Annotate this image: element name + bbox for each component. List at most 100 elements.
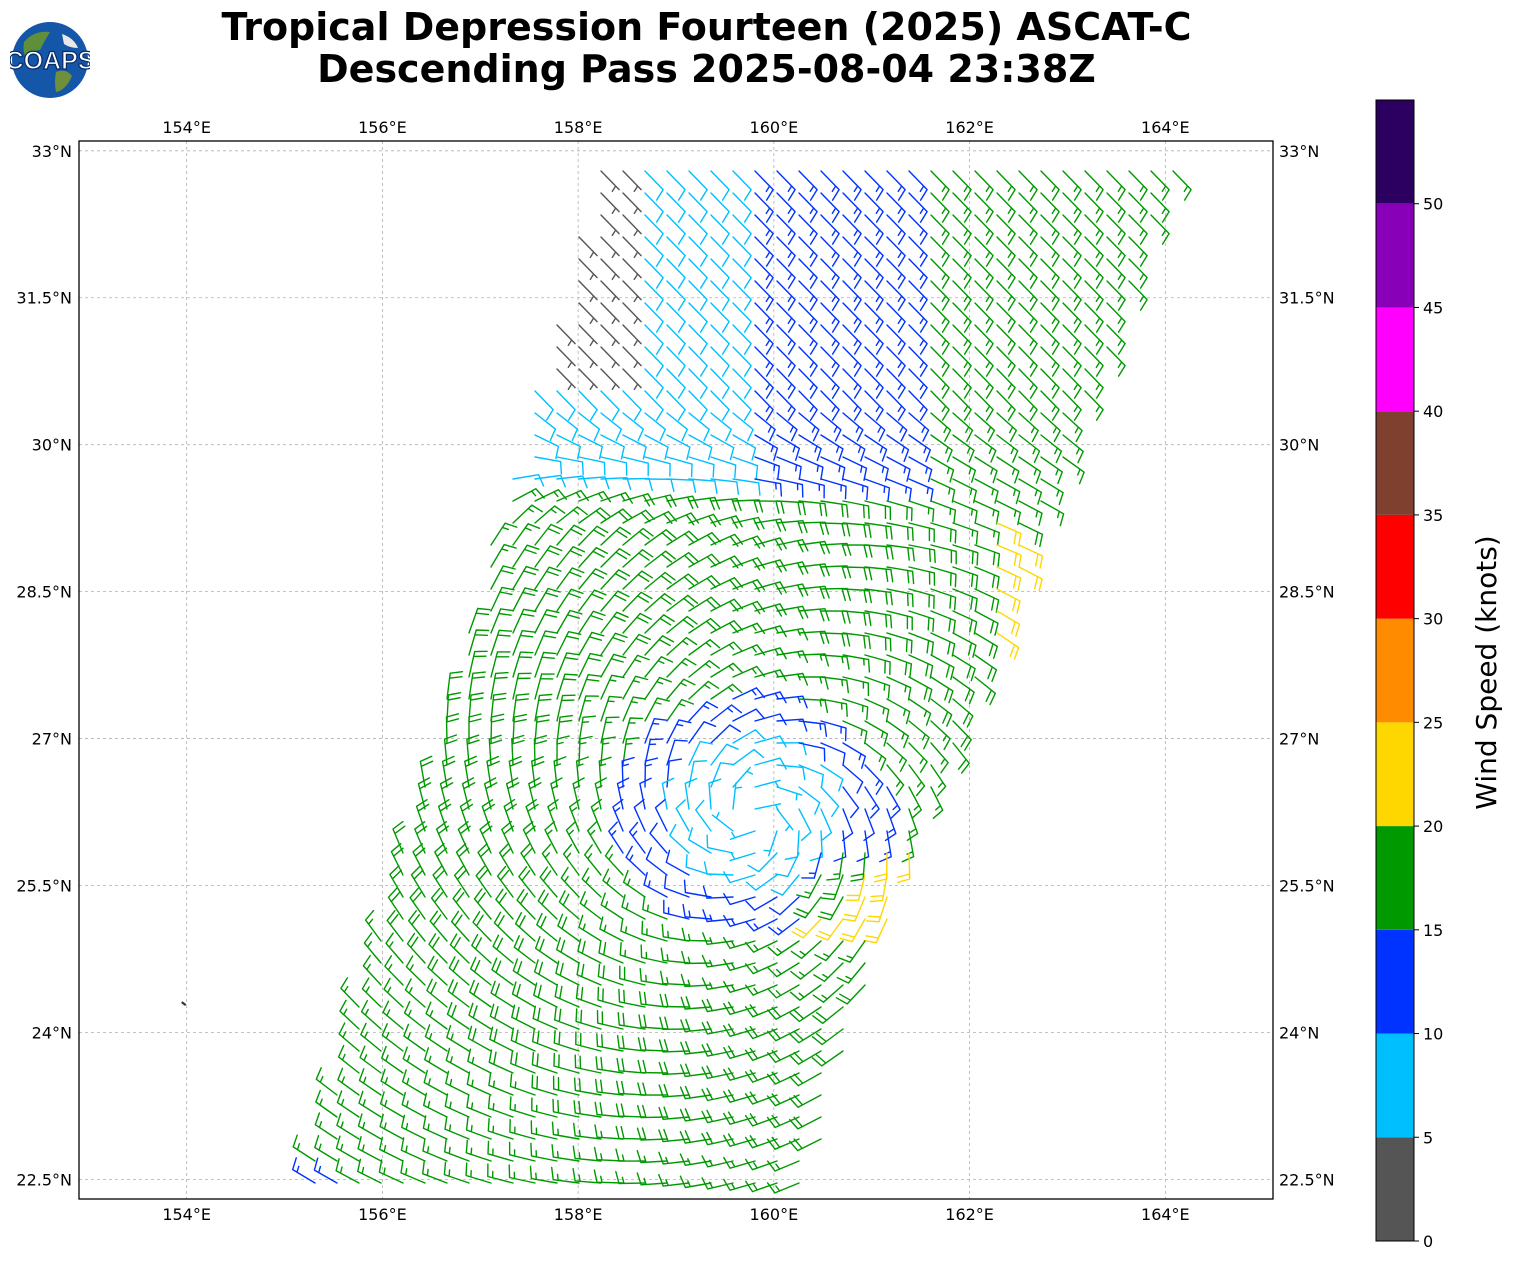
wind-barb [1084, 170, 1104, 201]
wind-barb [908, 192, 928, 223]
wind-barb [508, 1164, 536, 1184]
wind-barb [820, 786, 840, 818]
wind-barb [842, 896, 866, 922]
wind-barb [820, 170, 840, 201]
wind-barb [594, 777, 607, 810]
wind-barb [732, 302, 752, 333]
lon-tick-label-bottom: 162°E [945, 1205, 994, 1224]
wind-barb [384, 955, 404, 986]
wind-barb [314, 1112, 338, 1140]
wind-barb [490, 522, 518, 546]
wind-barb [702, 932, 734, 945]
wind-barb [534, 587, 561, 612]
wind-barb [1062, 302, 1082, 333]
wind-barb [578, 434, 603, 460]
wind-barb [864, 588, 893, 606]
wind-barb [454, 865, 470, 898]
wind-barb [622, 280, 642, 303]
wind-barb [886, 610, 913, 631]
wind-barb [622, 654, 650, 678]
wind-barb [886, 368, 906, 399]
page-title: Tropical Depression Fourteen (2025) ASCA… [80, 6, 1333, 90]
wind-barb [996, 170, 1016, 201]
wind-barb [776, 627, 809, 641]
wind-barb [820, 764, 844, 792]
wind-barb [405, 955, 426, 986]
wind-barb [798, 368, 818, 399]
wind-barb [1084, 390, 1104, 421]
wind-barb [529, 1165, 558, 1184]
wind-barb [864, 566, 894, 583]
wind-barb [556, 673, 578, 700]
lat-tick-label-left: 28.5°N [16, 583, 72, 602]
lat-tick-label-left: 24°N [32, 1023, 72, 1042]
lon-tick-label-top: 156°E [358, 118, 407, 137]
wind-barb [600, 526, 632, 546]
wind-barb [952, 302, 972, 333]
wind-barb [666, 698, 695, 722]
wind-barb [974, 258, 994, 289]
wind-barb [641, 920, 668, 942]
wind-barb [600, 280, 620, 303]
colorbar-tick-label: 20 [1423, 817, 1443, 836]
wind-barb [886, 588, 914, 608]
wind-barb [644, 456, 671, 477]
wind-barb [930, 654, 955, 681]
wind-barb [556, 694, 576, 722]
wind-barb [578, 589, 607, 612]
wind-barb [1018, 346, 1038, 377]
wind-barb [952, 214, 972, 245]
wind-barb [1128, 236, 1148, 267]
wind-barb [666, 192, 686, 223]
wind-barb [815, 918, 844, 941]
wind-barb [864, 170, 884, 201]
wind-barb [996, 478, 1021, 505]
wind-barb [842, 676, 870, 697]
wind-barb [820, 434, 844, 462]
wind-barb [702, 909, 734, 923]
wind-barb [688, 701, 719, 722]
wind-barb [952, 258, 972, 289]
wind-barb [666, 324, 686, 355]
wind-barb [908, 522, 935, 543]
wind-barb [710, 456, 737, 479]
wind-barb [791, 918, 822, 939]
wind-barb [512, 672, 532, 700]
wind-barb [556, 937, 580, 964]
map-frame [78, 140, 1274, 1200]
wind-speed-colorbar: 0 5 10 15 20 25 30 35 40 45 50 Wind Speed (knots) [1375, 99, 1503, 1251]
wind-barb [491, 957, 514, 986]
wind-barb [600, 736, 616, 766]
wind-barb [952, 566, 979, 589]
wind-barb [886, 412, 908, 442]
wind-barb [459, 798, 474, 832]
lat-tick-label-right: 25.5°N [1279, 877, 1335, 896]
wind-barb [556, 588, 584, 612]
wind-barb [754, 691, 787, 704]
wind-barb [908, 346, 928, 377]
wind-barb [974, 324, 994, 355]
wind-barb [492, 934, 514, 964]
lat-tick-label-right: 28.5°N [1279, 583, 1335, 602]
wind-barb [732, 516, 765, 531]
wind-barb [732, 280, 752, 311]
wind-barb [745, 1180, 778, 1193]
wind-barb [864, 236, 884, 267]
wind-barb [908, 390, 928, 421]
wind-barb [1128, 258, 1148, 289]
wind-barb [534, 566, 562, 590]
wind-barb [770, 874, 800, 896]
wind-barb [555, 960, 580, 986]
wind-barb [930, 214, 950, 245]
wind-barb [578, 568, 608, 590]
wind-barb [539, 866, 558, 898]
wind-barb [688, 740, 713, 766]
wind-barb [550, 777, 563, 810]
wind-barb [1084, 324, 1104, 355]
wind-barb [666, 280, 686, 311]
wind-barb [688, 721, 717, 744]
wind-barb [1040, 434, 1063, 464]
wind-barb [776, 346, 796, 377]
wind-barb [930, 346, 950, 377]
wind-barb [1018, 192, 1038, 223]
